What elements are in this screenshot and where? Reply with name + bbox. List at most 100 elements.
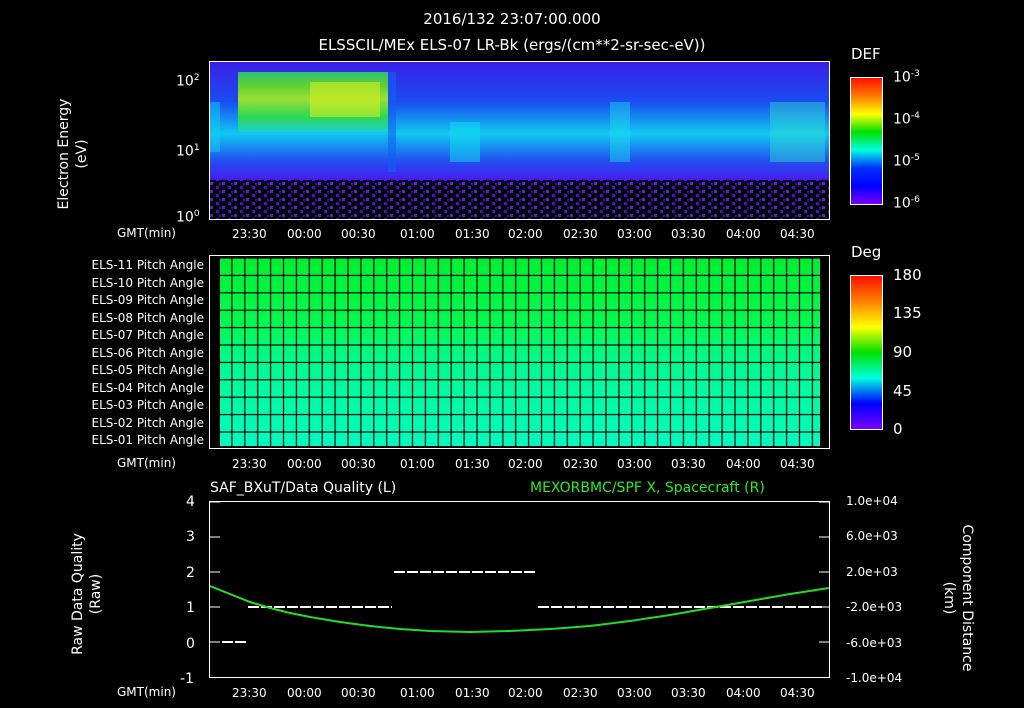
time-tick: 02:30 (563, 457, 598, 471)
data-quality-series (222, 571, 822, 643)
time-tick: 02:00 (508, 227, 543, 241)
right-ytick: -6.0e+03 (846, 636, 903, 650)
ytick-base: 10 (176, 73, 194, 90)
panel3-left-ylabel-line1: Raw Data Quality (70, 533, 86, 655)
pitch-angle-grid (220, 258, 820, 446)
time-tick: 04:30 (780, 227, 815, 241)
spectrogram-canvas (210, 62, 829, 219)
row-label: ELS-02 Pitch Angle (91, 416, 204, 430)
deg-colorbar-label: 0 (893, 420, 903, 438)
row-label: ELS-07 Pitch Angle (91, 328, 204, 342)
def-colorbar-title: DEF (851, 45, 881, 63)
deg-colorbar-label: 135 (893, 304, 922, 322)
row-label: ELS-08 Pitch Angle (91, 311, 204, 325)
time-tick: 04:00 (726, 227, 761, 241)
deg-colorbar-title: Deg (851, 243, 882, 261)
spacecraft-x-series (210, 585, 829, 634)
data-quality-plot (210, 502, 829, 643)
time-tick: 01:30 (455, 227, 490, 241)
time-tick: 01:00 (400, 227, 435, 241)
time-tick: 00:30 (341, 457, 376, 471)
right-ytick: 1.0e+04 (846, 494, 898, 508)
left-ytick: 2 (186, 565, 195, 581)
time-tick: 04:00 (726, 457, 761, 471)
cbar-exp: -5 (910, 153, 920, 163)
deg-colorbar-label: 90 (893, 343, 913, 361)
cbar-base: 10 (893, 69, 911, 86)
pitch-angle-panel (209, 255, 830, 449)
ytick-exp: 0 (193, 209, 200, 219)
panel1-ytick-1: 100 (176, 210, 200, 225)
cbar-exp: -4 (910, 111, 920, 121)
time-tick: 03:00 (617, 686, 652, 700)
time-tick: 04:30 (780, 457, 815, 471)
time-tick: 02:30 (563, 227, 598, 241)
right-ytick: -1.0e+04 (846, 671, 903, 685)
time-tick: 03:30 (671, 457, 706, 471)
left-ytick: -1 (180, 671, 194, 687)
right-ytick: -2.0e+03 (846, 600, 903, 614)
plot-subtitle: ELSSCIL/MEx ELS-07 LR-Bk (ergs/(cm**2-sr… (318, 36, 706, 54)
row-label: ELS-09 Pitch Angle (91, 293, 204, 307)
ytick-base: 10 (176, 209, 194, 226)
def-colorbar-label: 10-3 (893, 70, 920, 85)
panel3-right-title: MEXORBMC/SPF X, Spacecraft (R) (530, 480, 765, 496)
panel3-time-label: GMT(min) (117, 685, 176, 699)
row-label: ELS-04 Pitch Angle (91, 381, 204, 395)
time-tick: 23:30 (232, 457, 267, 471)
time-tick: 00:30 (341, 686, 376, 700)
right-ytick: 2.0e+03 (846, 565, 898, 579)
def-colorbar-label: 10-5 (893, 154, 920, 169)
time-tick: 04:30 (780, 686, 815, 700)
time-tick: 03:30 (671, 227, 706, 241)
panel3-right-ylabel-line1: Component Distance (959, 524, 975, 672)
left-ytick: 4 (186, 494, 195, 510)
panel1-ytick-10: 101 (176, 144, 200, 159)
time-tick: 02:30 (563, 686, 598, 700)
time-tick: 23:30 (232, 686, 267, 700)
time-tick: 00:00 (287, 457, 322, 471)
row-label: ELS-10 Pitch Angle (91, 276, 204, 290)
deg-colorbar (850, 275, 883, 430)
panel1-ylabel-line1: Electron Energy (56, 98, 72, 210)
def-colorbar-label: 10-4 (893, 112, 920, 127)
panel3-left-title: SAF_BXuT/Data Quality (L) (210, 480, 397, 496)
ytick-exp: 1 (193, 143, 200, 153)
time-tick: 03:00 (617, 457, 652, 471)
panel1-ylabel: Electron Energy (eV) (55, 69, 91, 239)
time-tick: 01:30 (455, 686, 490, 700)
time-tick: 01:00 (400, 457, 435, 471)
ytick-base: 10 (176, 143, 194, 160)
panel3-right-ylabel: Component Distance (km) (940, 508, 976, 688)
time-tick: 02:00 (508, 686, 543, 700)
time-tick: 04:00 (726, 686, 761, 700)
time-tick: 01:30 (455, 457, 490, 471)
cbar-exp: -6 (910, 195, 920, 205)
time-tick: 23:30 (232, 227, 267, 241)
time-tick: 00:00 (287, 227, 322, 241)
panel3-right-ylabel-line2: (km) (941, 581, 957, 615)
cbar-base: 10 (893, 195, 911, 212)
panel1-time-label: GMT(min) (117, 226, 176, 240)
time-tick: 02:00 (508, 457, 543, 471)
ytick-exp: 2 (193, 73, 200, 83)
left-ytick: 3 (186, 529, 195, 545)
panel3-left-ylabel: Raw Data Quality (Raw) (69, 509, 105, 679)
def-colorbar-label: 10-6 (893, 196, 920, 211)
panel1-ytick-100: 102 (176, 74, 200, 89)
time-tick: 01:00 (400, 686, 435, 700)
deg-colorbar-label: 180 (893, 266, 922, 284)
row-label: ELS-01 Pitch Angle (91, 433, 204, 447)
time-tick: 03:00 (617, 227, 652, 241)
cbar-base: 10 (893, 111, 911, 128)
data-quality-panel (209, 501, 830, 678)
panel2-time-label: GMT(min) (117, 456, 176, 470)
cbar-exp: -3 (910, 69, 920, 79)
time-tick: 00:00 (287, 686, 322, 700)
row-label: ELS-03 Pitch Angle (91, 398, 204, 412)
row-label: ELS-11 Pitch Angle (91, 258, 204, 272)
panel1-ylabel-line2: (eV) (74, 139, 90, 169)
pitch-angle-row-labels: ELS-11 Pitch Angle ELS-10 Pitch Angle EL… (40, 256, 204, 447)
time-tick: 00:30 (341, 227, 376, 241)
plot-timestamp: 2016/132 23:07:00.000 (423, 10, 601, 28)
